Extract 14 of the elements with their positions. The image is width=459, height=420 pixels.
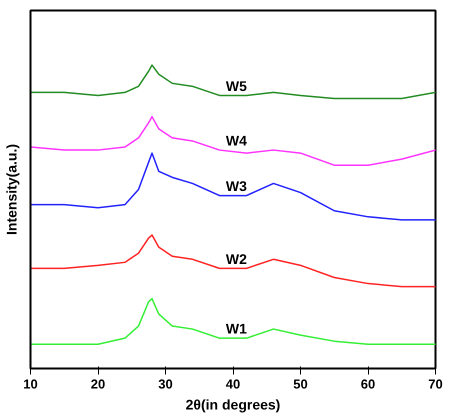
x-tick-label: 20	[90, 376, 106, 392]
series-label: W2	[226, 250, 248, 267]
x-tick-label: 30	[158, 376, 173, 392]
series-label: W1	[226, 320, 248, 337]
x-tick-label: 50	[293, 376, 308, 392]
series-label: W4	[226, 132, 248, 149]
x-tick-label: 10	[23, 376, 38, 392]
x-axis-title: 2θ(in degrees)	[186, 396, 280, 412]
y-axis-title: Intensity(a.u.)	[4, 144, 20, 236]
x-tick-label: 40	[226, 376, 240, 392]
series-label: W5	[226, 78, 248, 94]
x-tick-label: 70	[428, 376, 443, 392]
series-label: W3	[226, 178, 248, 194]
x-tick-label: 60	[360, 376, 376, 392]
